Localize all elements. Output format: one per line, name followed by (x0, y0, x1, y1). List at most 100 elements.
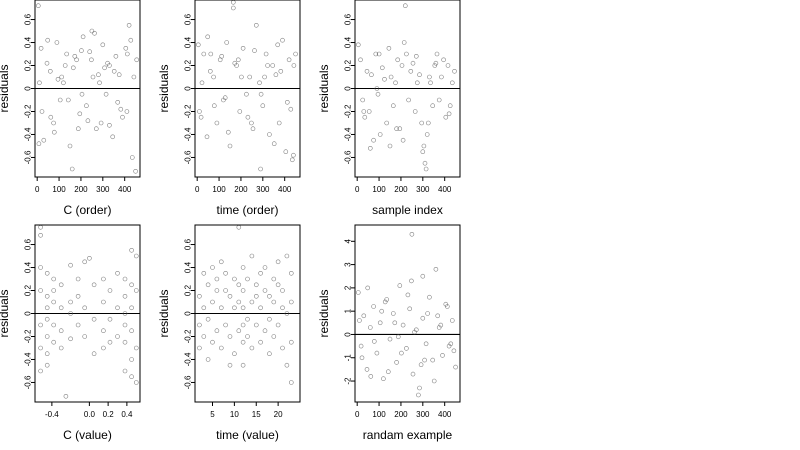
data-point (214, 328, 220, 334)
data-point (197, 109, 202, 114)
data-point (72, 53, 78, 59)
x-axis-label: randam example (363, 428, 453, 442)
data-point (358, 343, 364, 349)
x-tick-label: 10 (230, 410, 239, 419)
data-point (430, 103, 436, 108)
y-tick-label: 0.6 (24, 13, 33, 25)
y-tick-label: 0.6 (24, 238, 33, 250)
data-point (399, 350, 404, 356)
data-point (374, 86, 380, 91)
data-point (284, 253, 290, 259)
data-point (129, 282, 134, 288)
data-point (48, 114, 54, 120)
y-tick-label: 0.6 (184, 238, 193, 250)
data-point (219, 53, 224, 59)
data-point (284, 362, 290, 368)
data-point (436, 97, 442, 103)
data-point (278, 69, 284, 74)
y-tick-label: 4 (344, 239, 353, 244)
data-point (409, 232, 415, 237)
y-tick-label: 0 (344, 86, 353, 91)
data-point (84, 103, 89, 108)
data-point (232, 60, 238, 66)
data-point (280, 345, 285, 351)
data-point (420, 149, 426, 154)
data-point (395, 334, 401, 340)
data-point (38, 288, 43, 293)
y-tick-label: 0 (184, 311, 193, 316)
x-tick-label: 15 (252, 410, 261, 419)
data-point (210, 299, 215, 305)
data-point (267, 316, 272, 322)
data-point (38, 322, 43, 328)
x-tick-label: -0.4 (45, 410, 59, 419)
data-point (44, 351, 50, 357)
data-point (377, 320, 383, 326)
y-tick-label: -0.4 (184, 352, 193, 366)
data-point (444, 304, 450, 309)
data-point (423, 341, 429, 347)
data-point (240, 305, 246, 311)
data-point (130, 155, 135, 160)
data-point (219, 259, 224, 265)
data-point (371, 137, 376, 143)
data-point (38, 265, 43, 270)
y-tick-label: 0 (184, 86, 193, 91)
data-point (236, 57, 241, 63)
y-tick-label: 0.2 (184, 284, 193, 296)
data-point (275, 42, 281, 48)
data-point (62, 63, 68, 68)
data-point (420, 273, 426, 279)
data-point (276, 120, 282, 126)
data-point (76, 126, 81, 131)
data-point (101, 299, 106, 305)
data-point (82, 305, 87, 311)
data-point (407, 306, 413, 312)
data-point (44, 60, 50, 66)
data-point (377, 132, 383, 137)
data-point (64, 51, 69, 57)
data-point (267, 293, 272, 299)
data-point (240, 322, 246, 328)
y-tick-label: -0.2 (344, 104, 353, 118)
data-point (253, 322, 259, 328)
data-point (262, 288, 268, 293)
data-point (423, 166, 429, 172)
data-point (205, 316, 211, 322)
data-point (369, 72, 374, 77)
data-point (367, 325, 373, 330)
data-point (257, 80, 262, 86)
data-point (129, 374, 134, 380)
data-point (273, 72, 279, 77)
data-point (224, 40, 229, 45)
data-point (387, 336, 393, 342)
data-point (134, 345, 139, 351)
data-point (214, 276, 220, 282)
data-point (240, 339, 246, 345)
data-point (245, 334, 250, 339)
data-point (47, 69, 53, 74)
data-point (262, 74, 267, 80)
data-point (453, 364, 458, 370)
scatter-panel-5: 5 10 15 20 -0.6 -0.4 -0.2 0 0.2 0.4 0.6 time (value… (157, 224, 301, 442)
y-tick-label: 0 (24, 311, 33, 316)
data-point (63, 393, 69, 399)
data-point (58, 305, 64, 311)
y-tick-label: -1 (344, 354, 353, 362)
data-point (101, 345, 106, 351)
data-point (82, 259, 87, 265)
data-point (89, 57, 94, 63)
data-point (197, 293, 202, 299)
data-point (68, 336, 73, 342)
data-point (361, 109, 367, 114)
data-point (412, 109, 418, 114)
x-tick-label: 400 (438, 410, 452, 419)
data-point (223, 288, 228, 293)
y-tick-label: -0.4 (24, 127, 33, 141)
data-point (57, 97, 63, 103)
data-point (260, 103, 266, 108)
data-point (270, 63, 276, 68)
data-point (101, 276, 106, 282)
data-point (271, 334, 277, 339)
data-point (36, 141, 42, 146)
